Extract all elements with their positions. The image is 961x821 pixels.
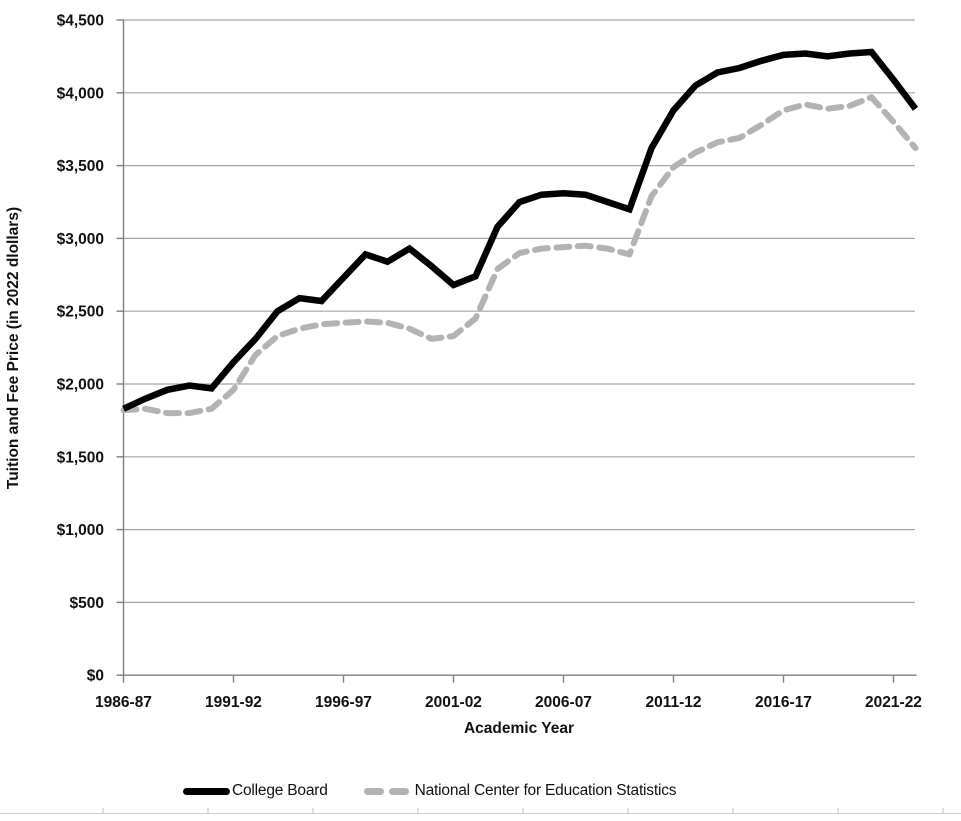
svg-text:$4,000: $4,000	[57, 85, 104, 102]
dash-segment	[388, 787, 409, 795]
gridlines	[123, 19, 915, 604]
svg-text:1986-87: 1986-87	[95, 694, 152, 711]
y-tick-labels: $0 $500 $1,000 $1,500 $2,000 $2,500 $3,000 $3,5…	[57, 13, 104, 685]
college-board-line-swatch	[183, 787, 230, 795]
y-axis-title: Tuition and Fee Price (in 2022 dlollars)	[5, 206, 22, 490]
svg-text:$500: $500	[70, 595, 104, 612]
svg-text:2006-07: 2006-07	[535, 694, 592, 711]
svg-text:$1,500: $1,500	[57, 449, 104, 466]
chart-legend: College Board National Center for Educat…	[183, 781, 677, 801]
svg-text:$4,500: $4,500	[57, 13, 104, 30]
svg-text:2011-12: 2011-12	[645, 694, 701, 711]
axis-ticks	[116, 19, 895, 683]
bottom-ruler-artifact	[0, 808, 961, 814]
svg-text:2021-22: 2021-22	[865, 694, 922, 711]
svg-text:$3,000: $3,000	[57, 231, 104, 248]
svg-text:$1,000: $1,000	[57, 522, 104, 539]
x-axis-title: Academic Year	[463, 720, 575, 737]
data-series	[120, 48, 919, 417]
svg-text:2016-17: 2016-17	[755, 694, 812, 711]
svg-text:$2,000: $2,000	[57, 377, 104, 394]
x-tick-labels: 1986-87 1991-92 1996-97 2001-02 2006-07 2011-…	[95, 694, 922, 711]
legend-label-nces: National Center for Education Statistics	[414, 782, 677, 799]
svg-text:1996-97: 1996-97	[315, 694, 372, 711]
svg-text:2001-02: 2001-02	[425, 694, 482, 711]
svg-text:$3,500: $3,500	[57, 158, 104, 175]
nces-dashed-line-swatch	[363, 787, 409, 795]
svg-text:1991-92: 1991-92	[205, 694, 262, 711]
axis-lines	[122, 20, 917, 676]
svg-text:$0: $0	[87, 668, 104, 685]
svg-text:$2,500: $2,500	[57, 304, 104, 321]
legend-label-college-board: College Board	[232, 782, 328, 799]
dash-segment	[363, 787, 384, 795]
